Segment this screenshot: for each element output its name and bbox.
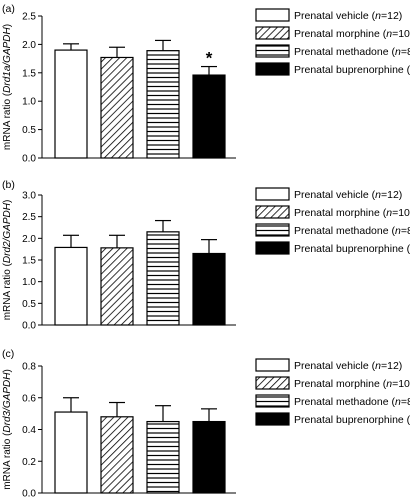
legend-entry: Prenatal morphine (n=10) <box>294 28 410 40</box>
legend-entry: Prenatal methadone (n=8) <box>294 396 410 408</box>
legend: Prenatal vehicle (n=12) Prenatal morphine… <box>255 187 410 255</box>
legend-swatch <box>255 241 290 255</box>
y-tick-label: 2.5 <box>22 212 36 223</box>
y-tick-label: 0.5 <box>22 299 36 310</box>
y-tick-label: 1.0 <box>22 277 36 288</box>
legend-swatch <box>255 223 290 237</box>
chart-panel: (b) 0.0 0.5 1.0 1.5 2.0 2.5 3.0 mRNA ratio (Drd2… <box>2 179 410 332</box>
bar <box>146 420 180 494</box>
legend-entry: Prenatal buprenorphine (n=8) <box>294 64 410 76</box>
legend-entry: Prenatal methadone (n=8) <box>294 46 410 58</box>
bar <box>192 252 226 326</box>
chart-panel: (c) 0.0 0.2 0.4 0.6 0.8 mRNA ratio (Drd3/GAPDH… <box>2 348 410 500</box>
bar <box>146 231 180 326</box>
y-tick-label: 2.5 <box>22 12 36 23</box>
bar <box>100 416 134 494</box>
y-tick-label: 0.2 <box>22 457 36 468</box>
panel-label: (b) <box>2 179 15 191</box>
legend-swatch <box>255 358 290 372</box>
bar <box>146 50 180 159</box>
y-axis-label: mRNA ratio (Drd2/GAPDH) <box>2 200 13 321</box>
legend-swatch <box>255 412 290 426</box>
y-tick-label: 1.0 <box>22 97 36 108</box>
y-tick-label: 1.5 <box>22 68 36 79</box>
legend-swatch <box>255 26 290 40</box>
legend-swatch <box>255 187 290 201</box>
y-axis-label: mRNA ratio (Drd1a/GAPDH) <box>2 24 13 150</box>
legend-entry: Prenatal morphine (n=10) <box>294 378 410 390</box>
significance-marker: * <box>206 49 213 68</box>
legend-swatch <box>255 376 290 390</box>
panel-label: (c) <box>2 348 14 360</box>
legend-swatch <box>255 62 290 76</box>
y-tick-label: 0.6 <box>22 393 36 404</box>
bar <box>100 56 134 159</box>
bar <box>192 74 226 159</box>
legend-entry: Prenatal vehicle (n=12) <box>294 189 402 201</box>
y-tick-label: 2.0 <box>22 40 36 51</box>
legend: Prenatal vehicle (n=12) Prenatal morphine… <box>255 358 410 426</box>
y-tick-label: 0.5 <box>22 125 36 136</box>
y-tick-label: 2.0 <box>22 234 36 245</box>
bar <box>54 411 88 494</box>
legend-swatch <box>255 8 290 22</box>
y-tick-label: 0.4 <box>22 425 36 436</box>
legend: Prenatal vehicle (n=12) Prenatal morphine… <box>255 8 410 76</box>
legend-entry: Prenatal buprenorphine (n=8) <box>294 243 410 255</box>
panel-label: (a) <box>2 3 15 15</box>
y-axis-label: mRNA ratio (Drd3/GAPDH) <box>2 369 13 490</box>
y-tick-label: 0.0 <box>22 154 36 165</box>
bar <box>192 420 226 494</box>
legend-entry: Prenatal vehicle (n=12) <box>294 360 402 372</box>
y-tick-label: 1.5 <box>22 256 36 267</box>
bar <box>54 246 88 326</box>
bar <box>100 247 134 326</box>
y-tick-label: 0.0 <box>22 321 36 332</box>
legend-entry: Prenatal vehicle (n=12) <box>294 10 402 22</box>
legend-entry: Prenatal methadone (n=8) <box>294 225 410 237</box>
legend-swatch <box>255 44 290 58</box>
y-tick-label: 0.8 <box>22 362 36 373</box>
legend-swatch <box>255 394 290 408</box>
y-tick-label: 0.0 <box>22 489 36 500</box>
y-tick-label: 3.0 <box>22 191 36 202</box>
chart-panel: (a) 0.0 0.5 1.0 1.5 2.0 2.5 mRNA ratio (Drd1a/G… <box>2 3 410 165</box>
legend-swatch <box>255 205 290 219</box>
bar <box>54 49 88 159</box>
legend-entry: Prenatal morphine (n=10) <box>294 207 410 219</box>
legend-entry: Prenatal buprenorphine (n=8) <box>294 414 410 426</box>
